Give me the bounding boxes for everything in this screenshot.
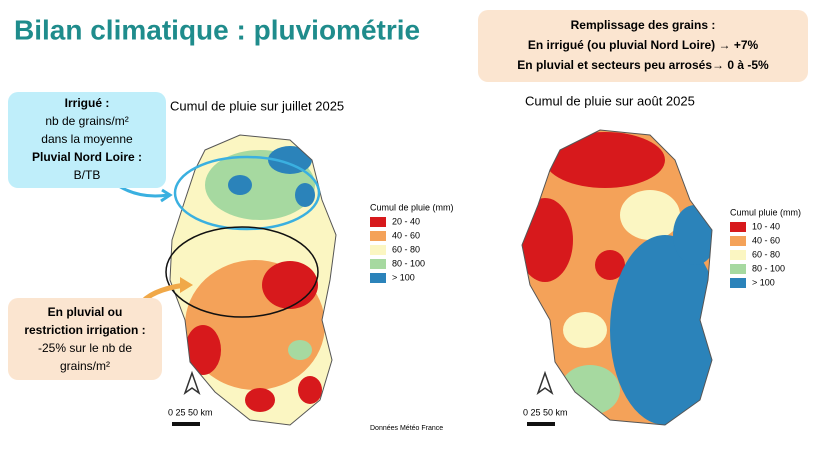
legend-swatch xyxy=(370,217,386,227)
map-title: Cumul de pluie sur août 2025 xyxy=(525,93,695,108)
legend-title: Cumul pluie (mm) xyxy=(730,207,801,217)
highlight-ellipse xyxy=(173,155,321,231)
map-zone xyxy=(560,365,620,415)
scale-bar xyxy=(172,422,200,426)
legend-label: 20 - 40 xyxy=(392,216,420,226)
legend-label: > 100 xyxy=(392,272,415,282)
scale-label: 0 25 50 km xyxy=(523,407,568,417)
rainfed-note xyxy=(8,298,162,380)
legend: Cumul de pluie (mm) 20 - 40 40 - 60 60 - 80… xyxy=(370,202,454,283)
legend-label: 60 - 80 xyxy=(752,249,780,259)
grain-fill-box xyxy=(478,10,808,82)
north-arrow xyxy=(183,370,201,395)
note-line: dans la moyenne xyxy=(41,132,133,146)
note-line: Irrigué : xyxy=(65,96,110,110)
box-title: Remplissage des grains : xyxy=(571,18,716,32)
legend-swatch xyxy=(370,231,386,241)
map-zone xyxy=(620,190,680,240)
legend-label: 10 - 40 xyxy=(752,221,780,231)
map-title: Cumul de pluie sur juillet 2025 xyxy=(170,98,344,113)
legend-swatch xyxy=(730,236,746,246)
map-zone xyxy=(610,235,712,425)
legend-label: 80 - 100 xyxy=(752,263,785,273)
legend-label: 80 - 100 xyxy=(392,258,425,268)
note-line: -25% sur le nb de xyxy=(38,341,132,355)
legend-label: > 100 xyxy=(752,277,775,287)
note-line: grains/m² xyxy=(60,359,110,373)
legend-label: 60 - 80 xyxy=(392,244,420,254)
legend-swatch xyxy=(370,245,386,255)
legend-title: Cumul de pluie (mm) xyxy=(370,202,454,212)
scale-bar xyxy=(527,422,555,426)
map-zone xyxy=(563,312,607,348)
map-zone xyxy=(295,183,315,207)
map-zone xyxy=(262,261,318,309)
legend-swatch xyxy=(730,278,746,288)
box-line: En pluvial et secteurs peu arrosés→ 0 à … xyxy=(517,58,769,72)
legend: Cumul pluie (mm) 10 - 40 40 - 60 60 - 80 80 … xyxy=(730,207,801,288)
north-arrow xyxy=(536,370,554,395)
rain-map-july xyxy=(170,135,336,425)
note-line: B/TB xyxy=(74,168,101,182)
legend-swatch xyxy=(370,273,386,283)
legend-swatch xyxy=(730,250,746,260)
map-zone xyxy=(288,340,312,360)
slide-title: Bilan climatique : pluviométrie xyxy=(14,14,420,45)
box-line: En irrigué (ou pluvial Nord Loire) → +7% xyxy=(528,38,759,52)
map-zone xyxy=(185,325,221,375)
map-zone xyxy=(268,146,312,174)
note-line: nb de grains/m² xyxy=(45,114,128,128)
note-line: restriction irrigation : xyxy=(24,323,145,337)
scale-label: 0 25 50 km xyxy=(168,407,213,417)
legend-label: 40 - 60 xyxy=(752,235,780,245)
legend-swatch xyxy=(370,259,386,269)
callout-arrow xyxy=(180,277,193,293)
legend-swatch xyxy=(730,264,746,274)
map-outline xyxy=(521,129,713,426)
legend-swatch xyxy=(730,222,746,232)
callout-arrow xyxy=(160,188,173,203)
map-zone xyxy=(228,175,252,195)
highlight-ellipse xyxy=(165,226,319,318)
source: Données Météo France xyxy=(370,425,443,432)
map-zone xyxy=(595,250,625,280)
irrigated-note xyxy=(8,92,166,188)
note-line: En pluvial ou xyxy=(48,305,123,319)
legend-label: 40 - 60 xyxy=(392,230,420,240)
map-zone xyxy=(245,388,275,412)
map-zone xyxy=(298,376,322,404)
note-line: Pluvial Nord Loire : xyxy=(32,150,142,164)
map-zone xyxy=(545,132,665,188)
map-zone xyxy=(522,198,573,282)
